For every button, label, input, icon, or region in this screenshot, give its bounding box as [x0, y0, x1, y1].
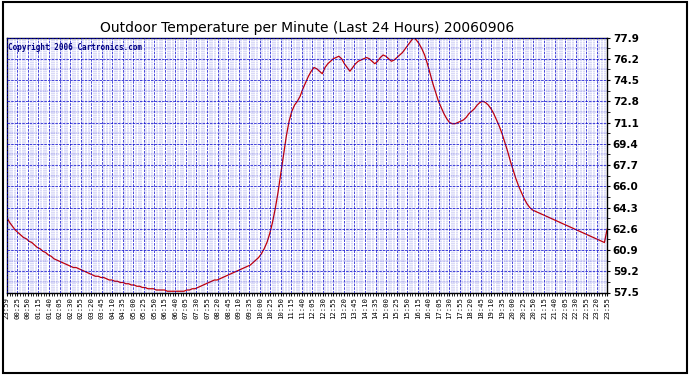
- Text: Copyright 2006 Cartronics.com: Copyright 2006 Cartronics.com: [8, 43, 142, 52]
- Title: Outdoor Temperature per Minute (Last 24 Hours) 20060906: Outdoor Temperature per Minute (Last 24 …: [100, 21, 514, 35]
